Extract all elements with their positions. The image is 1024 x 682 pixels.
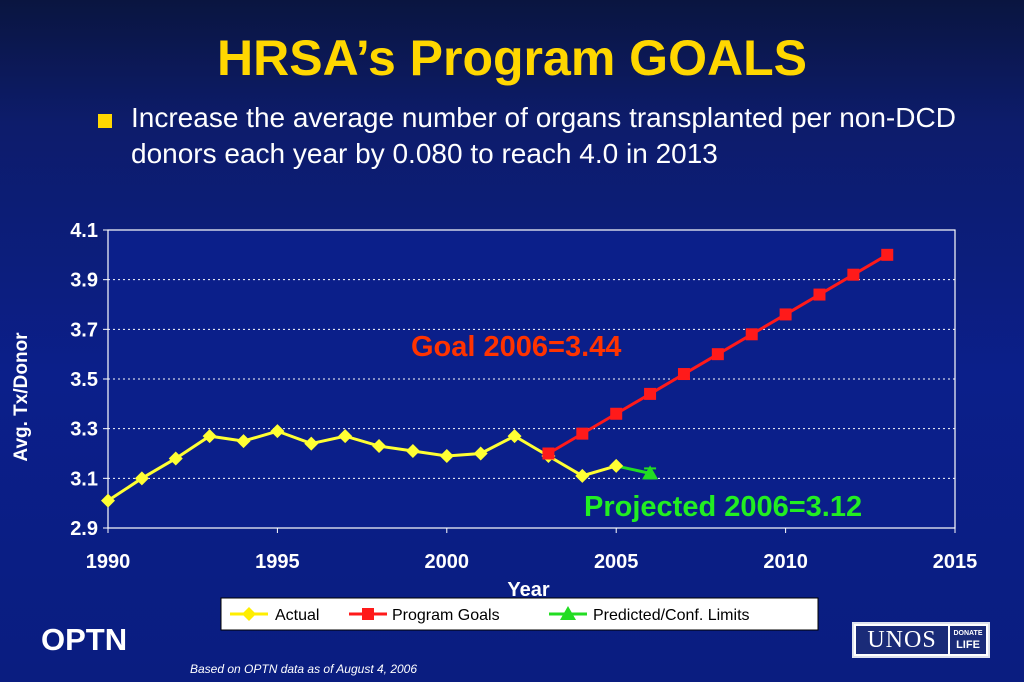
- projected-annotation: Projected 2006=3.12: [584, 491, 862, 523]
- actual-point: [168, 451, 183, 466]
- program-goals-point: [576, 427, 589, 440]
- y-axis-label: Avg. Tx/Donor: [11, 332, 32, 462]
- y-tick-label: 3.7: [70, 319, 98, 341]
- predicted-point: [642, 465, 659, 480]
- program-goals-point: [779, 308, 792, 321]
- actual-point: [507, 429, 522, 444]
- program-goals-point: [610, 407, 623, 420]
- actual-point: [101, 493, 115, 508]
- y-tick-label: 3.1: [70, 468, 98, 490]
- donate-life-line2: LIFE: [956, 639, 980, 651]
- y-tick-label: 4.1: [70, 220, 98, 242]
- program-goals-point: [745, 328, 758, 341]
- unos-logo-text: UNOS: [856, 626, 948, 654]
- x-tick-label: 1995: [255, 551, 300, 573]
- actual-point: [134, 471, 149, 486]
- y-tick-label: 3.5: [70, 369, 98, 391]
- legend-label-actual: Actual: [275, 607, 319, 624]
- actual-point: [236, 434, 251, 449]
- slide-title: HRSA’s Program GOALS: [217, 30, 807, 86]
- actual-point: [202, 429, 217, 444]
- y-tick-label: 3.3: [70, 419, 98, 441]
- program-goals-point: [677, 368, 690, 381]
- donate-life-line1: DONATE: [953, 630, 983, 637]
- actual-point: [372, 439, 387, 454]
- program-goals-point: [847, 268, 860, 281]
- bullet-text: Increase the average number of organs tr…: [131, 102, 956, 169]
- actual-point: [304, 436, 319, 451]
- legend-label-program-goals: Program Goals: [392, 607, 500, 624]
- goal-annotation: Goal 2006=3.44: [411, 331, 621, 363]
- bullet-square-icon: [98, 114, 112, 128]
- legend-label-predicted: Predicted/Conf. Limits: [593, 607, 750, 624]
- program-goals-point: [542, 447, 555, 460]
- x-tick-label: 2010: [763, 551, 808, 573]
- optn-label: OPTN: [41, 622, 128, 657]
- program-goals-point: [813, 288, 826, 301]
- x-tick-label: 2005: [594, 551, 639, 573]
- actual-point: [575, 468, 590, 483]
- actual-point: [473, 446, 488, 461]
- x-axis-label: Year: [507, 579, 549, 601]
- actual-point: [338, 429, 353, 444]
- program-goals-point: [881, 248, 894, 261]
- program-goals-point: [644, 387, 657, 400]
- legend-marker-actual: [242, 607, 256, 621]
- legend-marker-predicted: [560, 606, 576, 620]
- plot-area: [107, 229, 956, 529]
- actual-point: [439, 448, 454, 463]
- legend-marker-program-goals: [362, 608, 374, 620]
- x-tick-label: 1990: [86, 551, 131, 573]
- actual-point: [405, 444, 420, 459]
- unos-logo: UNOS DONATE LIFE: [852, 622, 990, 658]
- program-goals-point: [711, 348, 724, 361]
- y-tick-label: 3.9: [70, 270, 98, 292]
- x-tick-label: 2015: [933, 551, 978, 573]
- y-tick-label: 2.9: [70, 518, 98, 540]
- legend-box: [220, 597, 819, 631]
- actual-point: [270, 424, 285, 439]
- source-footnote: Based on OPTN data as of August 4, 2006: [190, 662, 418, 676]
- actual-line: [107, 429, 617, 502]
- donate-life-badge: DONATE LIFE: [950, 626, 986, 654]
- x-tick-label: 2000: [425, 551, 470, 573]
- actual-point: [609, 458, 624, 473]
